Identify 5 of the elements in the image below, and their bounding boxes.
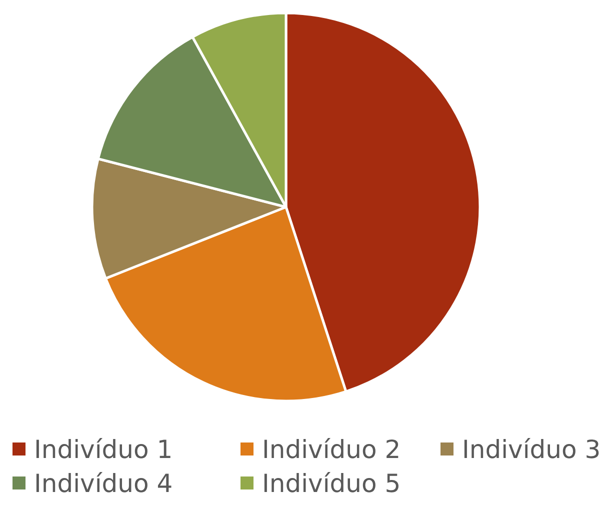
legend-label: Indivíduo 2 <box>262 435 401 464</box>
legend-label: Indivíduo 3 <box>462 435 601 464</box>
legend-label: Indivíduo 4 <box>34 469 173 498</box>
legend-label: Indivíduo 5 <box>262 469 401 498</box>
legend-label: Indivíduo 1 <box>34 435 173 464</box>
